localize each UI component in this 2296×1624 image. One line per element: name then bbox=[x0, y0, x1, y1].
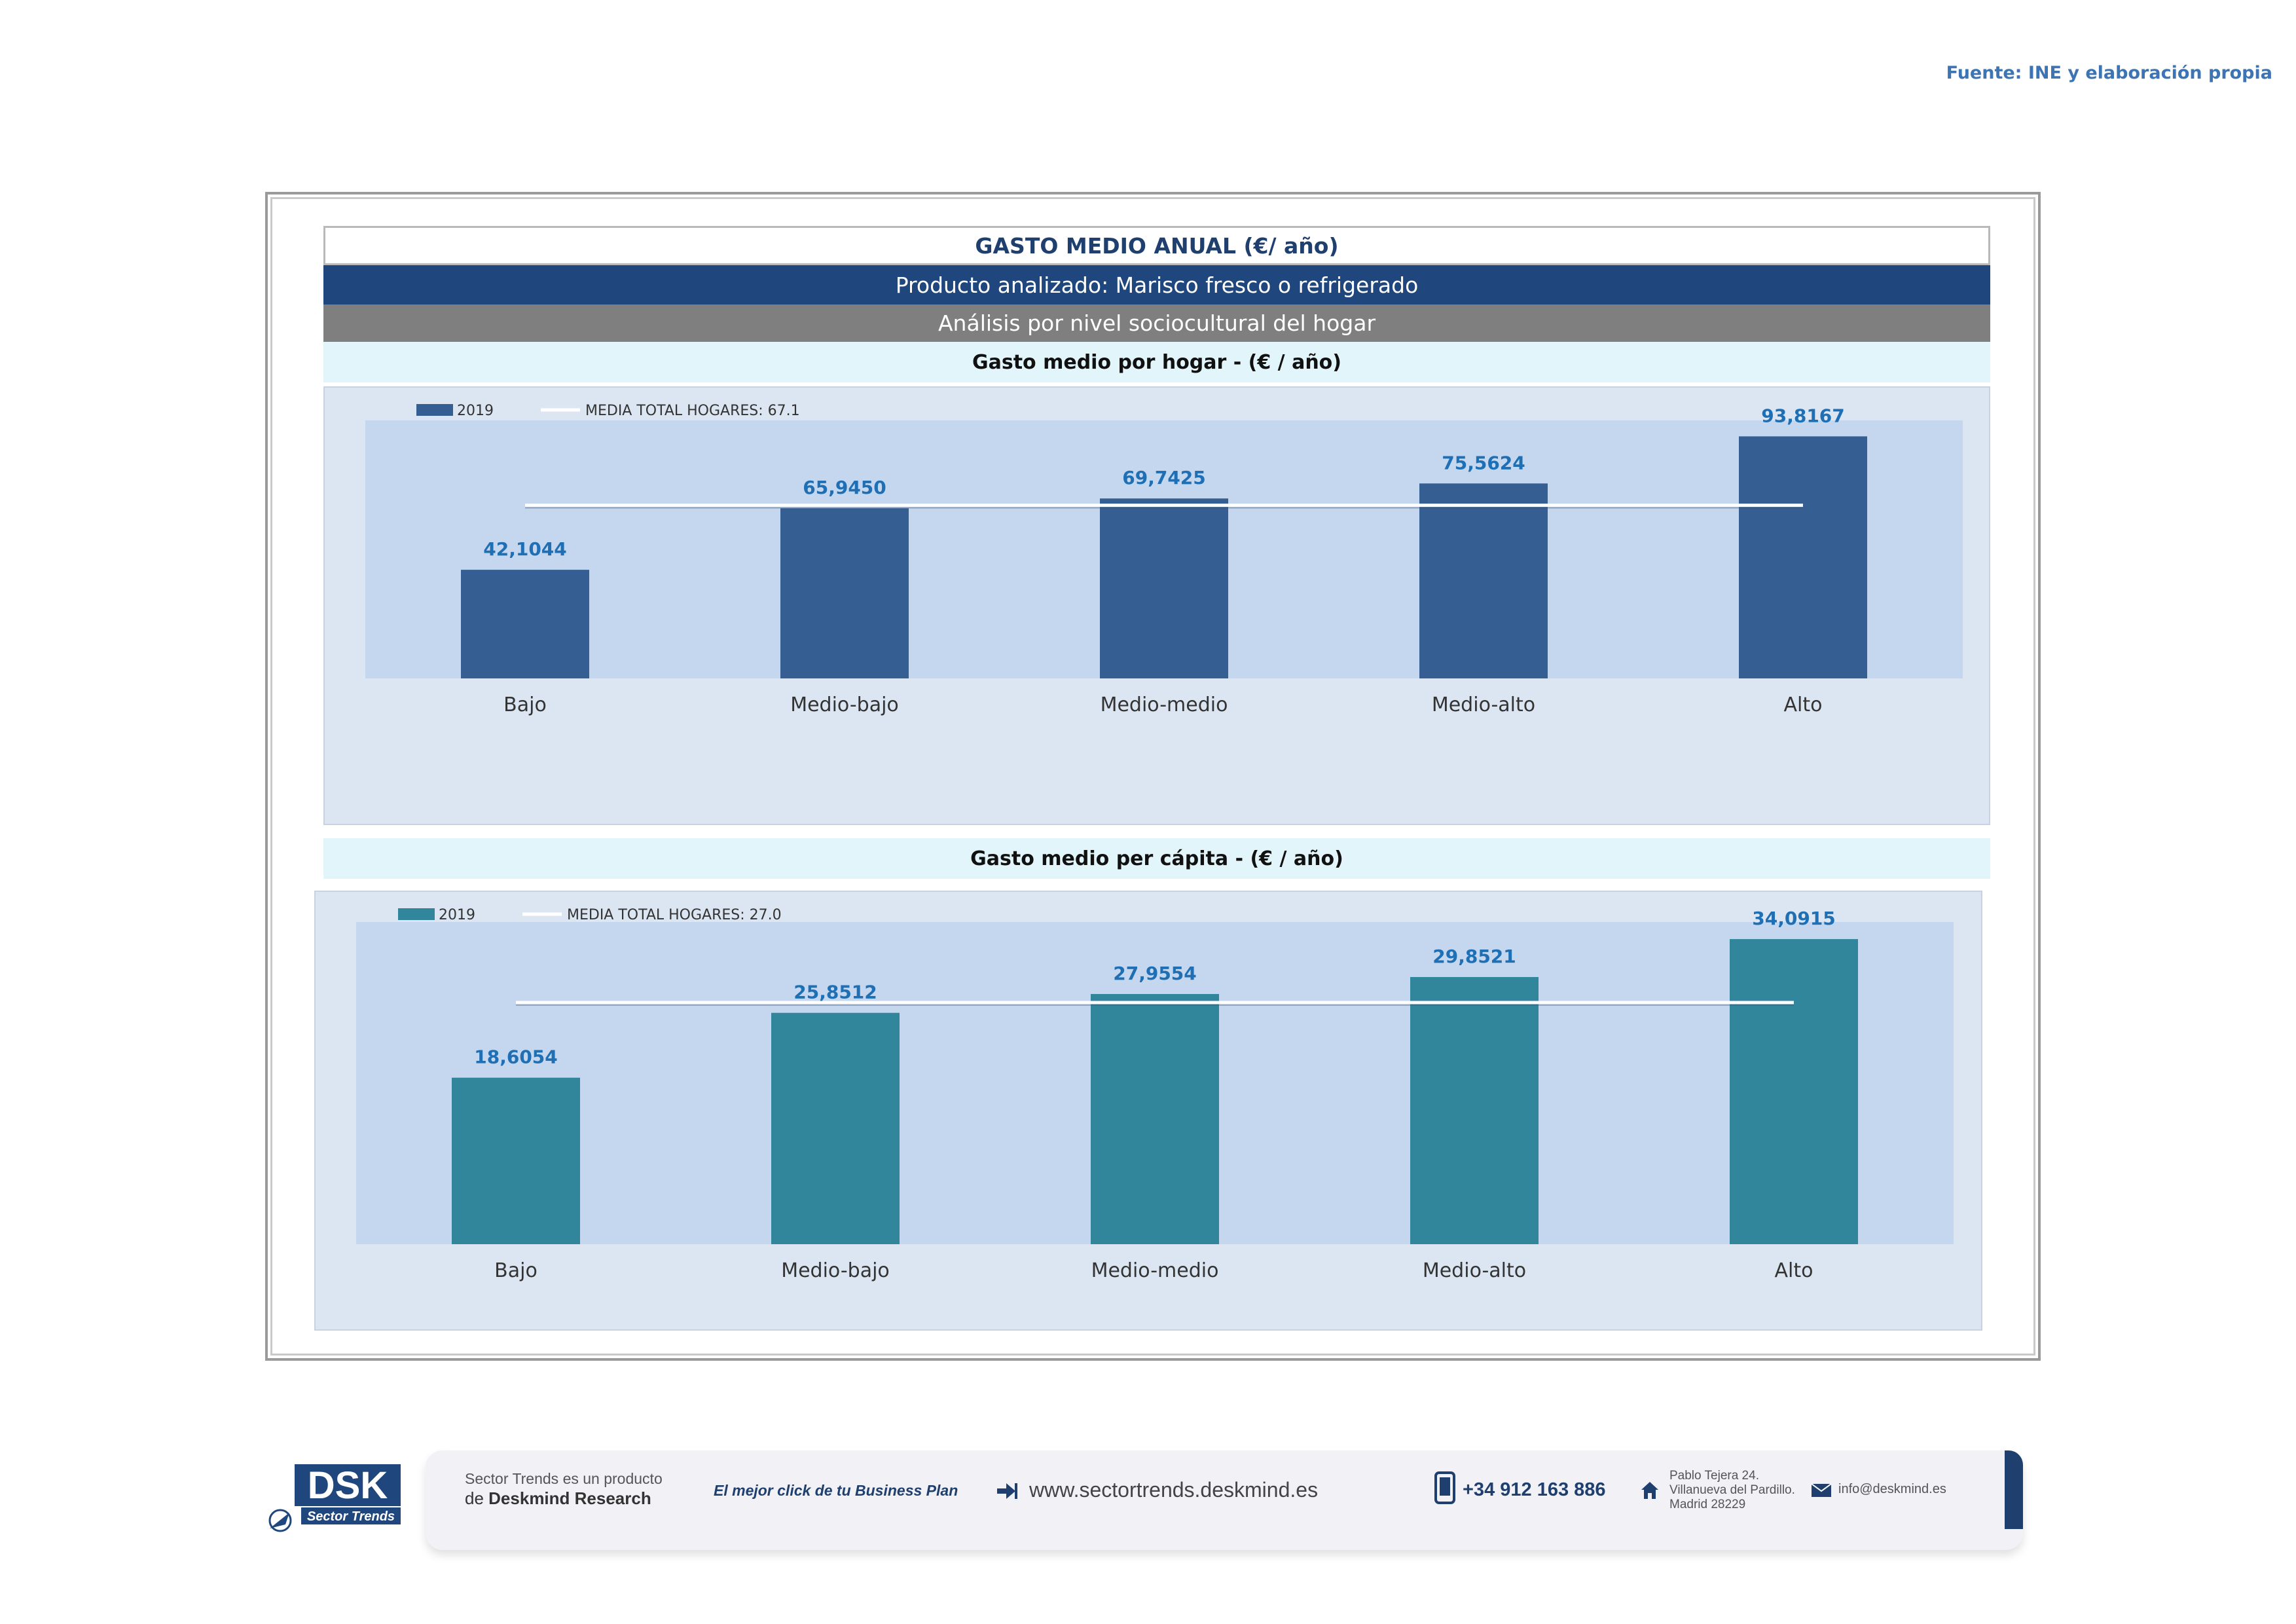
chart2-bar-2 bbox=[1091, 993, 1219, 1244]
chart1-title: Gasto medio por hogar - (€ / año) bbox=[323, 342, 1990, 382]
chart1-svg: 2019 MEDIA TOTAL HOGARES: 67.1 42,1044 Bajo… bbox=[365, 403, 1963, 716]
chart2-bar-0 bbox=[452, 1077, 580, 1244]
chart2-panel: 2019 MEDIA TOTAL HOGARES: 27.0 18,6054 Bajo… bbox=[314, 891, 1982, 1331]
report-frame-inner bbox=[270, 197, 2035, 1356]
chart2-legend-mean-label: MEDIA TOTAL HOGARES: 27.0 bbox=[567, 907, 782, 923]
chart2-category-label-3: Medio-alto bbox=[1423, 1259, 1526, 1282]
chart2-bar-4 bbox=[1730, 939, 1858, 1244]
chart2-svg: 2019 MEDIA TOTAL HOGARES: 27.0 18,6054 Bajo… bbox=[356, 907, 1954, 1282]
chart1-data-label-2: 69,7425 bbox=[1122, 467, 1206, 489]
chart1-panel: 2019 MEDIA TOTAL HOGARES: 67.1 42,1044 Bajo… bbox=[323, 386, 1990, 825]
footer-product-line2: de Deskmind Research bbox=[465, 1488, 651, 1508]
chart1-category-label-4: Alto bbox=[1784, 693, 1823, 716]
deskmind-logo: DSK Sector Trends bbox=[267, 1460, 406, 1532]
chart1-data-label-1: 65,9450 bbox=[803, 477, 886, 498]
footer-card: Sector Trends es un producto de Deskmind… bbox=[426, 1450, 2023, 1550]
chart1-data-label-3: 75,5624 bbox=[1442, 452, 1525, 473]
chart1-category-label-0: Bajo bbox=[503, 693, 547, 716]
chart1-data-label-0: 42,1044 bbox=[483, 538, 567, 560]
source-note: Fuente: INE y elaboración propia bbox=[1946, 63, 2272, 83]
chart2-legend-series-label: 2019 bbox=[439, 907, 475, 923]
footer-slogan: El mejor click de tu Business Plan bbox=[714, 1482, 958, 1499]
chart2-category-label-0: Bajo bbox=[494, 1259, 538, 1282]
footer-website[interactable]: www.sectortrends.deskmind.es bbox=[1029, 1478, 1319, 1502]
footer-product-line1: Sector Trends es un producto bbox=[465, 1470, 663, 1487]
footer-address: Pablo Tejera 24. Villanueva del Pardillo… bbox=[1669, 1469, 1795, 1511]
chart2-legend-series-swatch bbox=[398, 908, 435, 920]
logo-subtext: Sector Trends bbox=[307, 1509, 395, 1524]
chart1-data-label-4: 93,8167 bbox=[1761, 405, 1845, 426]
footer-email[interactable]: info@deskmind.es bbox=[1838, 1482, 1946, 1496]
chart1-bar-4 bbox=[1739, 436, 1867, 678]
chart2-bar-1 bbox=[771, 1012, 900, 1244]
chart2-category-label-2: Medio-medio bbox=[1091, 1259, 1219, 1282]
chart1-bar-0 bbox=[461, 570, 589, 678]
phone-icon bbox=[1434, 1471, 1456, 1504]
chart1-bar-2 bbox=[1100, 498, 1228, 678]
chart1-category-label-3: Medio-alto bbox=[1432, 693, 1535, 716]
report-title: GASTO MEDIO ANUAL (€/ año) bbox=[323, 226, 1990, 265]
chart2-data-label-2: 27,9554 bbox=[1113, 963, 1197, 984]
chart1-category-label-2: Medio-medio bbox=[1101, 693, 1228, 716]
chart2-category-label-1: Medio-bajo bbox=[781, 1259, 890, 1282]
chart1-bar-3 bbox=[1419, 483, 1548, 678]
chart1-category-label-1: Medio-bajo bbox=[790, 693, 899, 716]
chart1-legend-series-swatch bbox=[416, 404, 453, 416]
logo-arrow-icon bbox=[270, 1513, 289, 1528]
chart2-data-label-1: 25,8512 bbox=[793, 982, 877, 1003]
analysis-banner: Análisis por nivel sociocultural del hog… bbox=[323, 304, 1990, 342]
chart2-category-label-4: Alto bbox=[1775, 1259, 1813, 1282]
mail-icon bbox=[1811, 1483, 1832, 1498]
chart1-legend-series-label: 2019 bbox=[457, 403, 494, 419]
report-frame bbox=[265, 192, 2041, 1361]
chart2-bar-3 bbox=[1410, 977, 1539, 1244]
arrow-link-icon bbox=[995, 1479, 1019, 1503]
chart1-legend-mean-label: MEDIA TOTAL HOGARES: 67.1 bbox=[585, 403, 800, 419]
chart2-title: Gasto medio per cápita - (€ / año) bbox=[323, 838, 1990, 879]
chart2-data-label-4: 34,0915 bbox=[1752, 908, 1836, 929]
footer-phone[interactable]: +34 912 163 886 bbox=[1463, 1479, 1606, 1500]
home-icon bbox=[1640, 1481, 1660, 1500]
chart2-data-label-0: 18,6054 bbox=[474, 1046, 558, 1068]
chart2-data-label-3: 29,8521 bbox=[1432, 946, 1516, 967]
product-banner: Producto analizado: Marisco fresco o ref… bbox=[323, 265, 1990, 304]
chart1-bar-1 bbox=[780, 508, 909, 678]
logo-text: DSK bbox=[308, 1464, 388, 1507]
